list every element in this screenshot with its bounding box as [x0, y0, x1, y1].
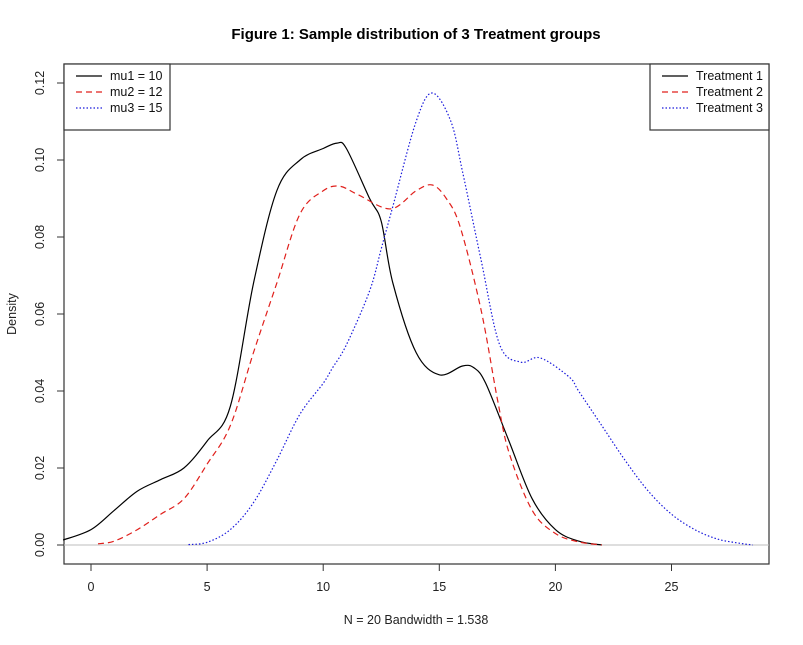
- series-line-1: [62, 141, 602, 546]
- y-tick-label: 0.02: [33, 456, 47, 480]
- legend-label: mu1 = 10: [110, 69, 163, 83]
- y-tick-label: 0.06: [33, 302, 47, 326]
- legend-box: [649, 63, 770, 131]
- x-tick-label: 15: [432, 580, 446, 594]
- y-tick-label: 0.08: [33, 225, 47, 249]
- legend-label: Treatment 3: [696, 101, 763, 115]
- legend-mu: mu1 = 10 mu2 = 12 mu3 = 15: [63, 63, 171, 131]
- y-tick-label: 0.04: [33, 379, 47, 403]
- series-line-2: [97, 184, 602, 546]
- chart-title: Figure 1: Sample distribution of 3 Treat…: [231, 26, 600, 43]
- legend-label: mu3 = 15: [110, 101, 163, 115]
- series-line-3: [188, 92, 753, 546]
- x-tick-label: 0: [88, 580, 95, 594]
- legend-treatment: Treatment 1 Treatment 2 Treatment 3: [649, 63, 770, 131]
- x-axis-label: N = 20 Bandwidth = 1.538: [344, 613, 489, 627]
- y-tick-label: 0.00: [33, 533, 47, 557]
- x-tick-label: 25: [665, 580, 679, 594]
- legend-box: [63, 63, 171, 131]
- y-axis: 0.00 0.02 0.04 0.06 0.08 0.10 0.12: [33, 71, 64, 557]
- x-tick-label: 10: [316, 580, 330, 594]
- x-tick-label: 20: [548, 580, 562, 594]
- legend-label: Treatment 2: [696, 85, 763, 99]
- legend-label: mu2 = 12: [110, 85, 163, 99]
- x-axis: 0 5 10 15 20 25: [88, 564, 679, 594]
- y-tick-label: 0.12: [33, 71, 47, 95]
- y-axis-label: Density: [5, 292, 19, 334]
- y-tick-label: 0.10: [33, 148, 47, 172]
- plot-frame: [63, 63, 770, 565]
- x-tick-label: 5: [204, 580, 211, 594]
- series-layer: [62, 92, 753, 546]
- legend-label: Treatment 1: [696, 69, 763, 83]
